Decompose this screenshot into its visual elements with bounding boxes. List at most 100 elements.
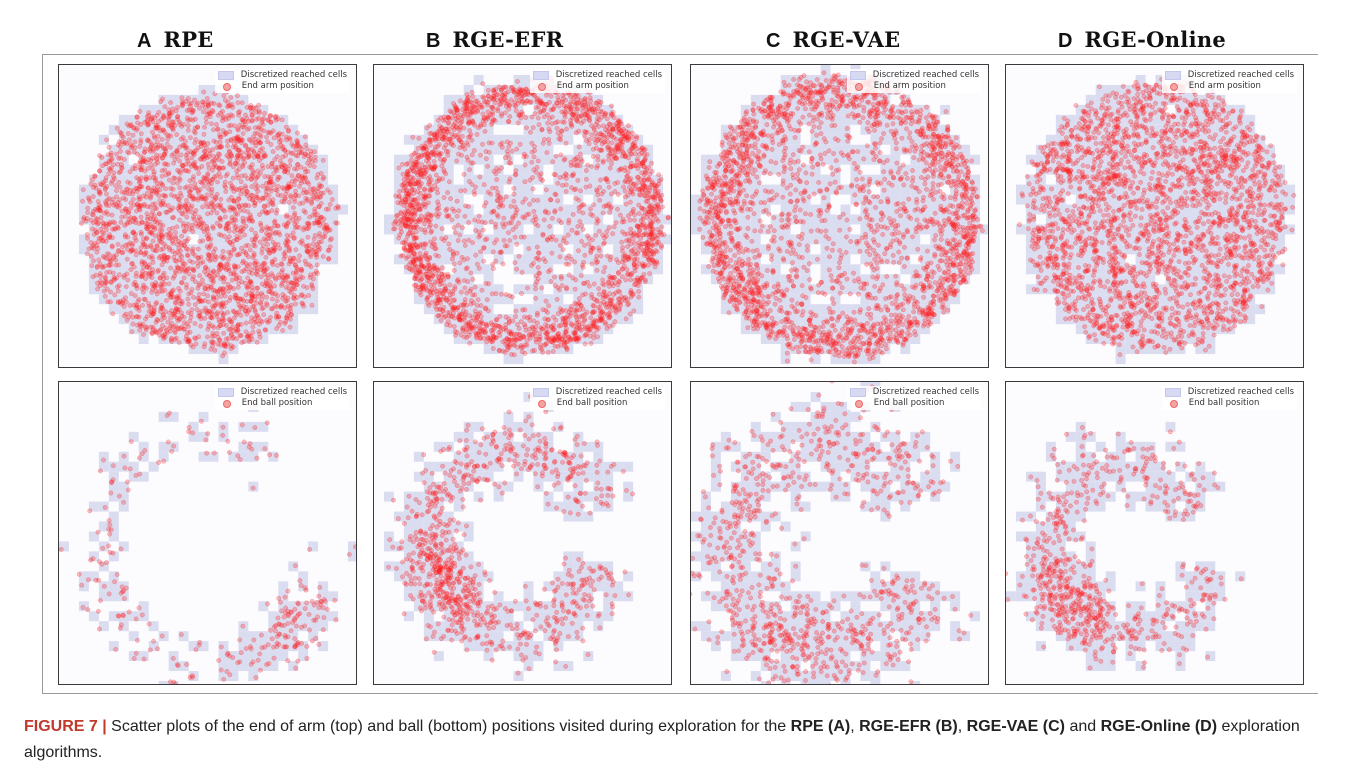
scatter-point bbox=[209, 310, 214, 316]
scatter-point bbox=[185, 252, 190, 258]
scatter-point bbox=[211, 333, 217, 339]
scatter-point bbox=[240, 131, 246, 136]
scatter-point bbox=[431, 158, 437, 164]
reached-cell bbox=[218, 104, 229, 115]
scatter-point bbox=[222, 179, 228, 185]
scatter-point bbox=[218, 217, 224, 223]
scatter-point bbox=[132, 293, 138, 299]
reached-cell bbox=[308, 164, 319, 175]
reached-cell bbox=[268, 314, 279, 325]
scatter-point bbox=[214, 145, 220, 150]
reached-cell bbox=[88, 184, 99, 195]
scatter-point bbox=[257, 198, 263, 203]
scatter-point bbox=[314, 262, 320, 268]
scatter-point bbox=[231, 205, 237, 211]
scatter-point bbox=[260, 166, 266, 171]
scatter-point bbox=[185, 236, 191, 242]
scatter-point bbox=[261, 268, 267, 274]
scatter-point bbox=[249, 108, 255, 114]
scatter-point bbox=[461, 171, 467, 177]
reached-cell bbox=[108, 144, 119, 155]
scatter-point bbox=[217, 323, 223, 329]
scatter-point bbox=[455, 222, 461, 228]
scatter-point bbox=[111, 170, 117, 176]
reached-cell bbox=[108, 234, 119, 245]
scatter-point bbox=[136, 221, 142, 227]
scatter-point bbox=[261, 154, 267, 159]
scatter-point bbox=[238, 138, 244, 143]
scatter-point bbox=[250, 255, 256, 261]
scatter-point bbox=[210, 224, 216, 230]
scatter-point bbox=[145, 185, 151, 191]
reached-cell bbox=[168, 164, 179, 175]
reached-cell bbox=[148, 314, 159, 325]
scatter-point bbox=[255, 153, 261, 159]
reached-cell bbox=[88, 224, 99, 235]
scatter-point bbox=[261, 268, 267, 274]
scatter-point bbox=[139, 323, 145, 329]
scatter-point bbox=[107, 232, 113, 238]
scatter-point bbox=[267, 179, 272, 185]
scatter-point bbox=[597, 197, 603, 203]
reached-cell bbox=[168, 224, 179, 235]
scatter-point bbox=[254, 268, 260, 274]
scatter-point bbox=[108, 180, 114, 186]
scatter-point bbox=[189, 222, 195, 228]
scatter-point bbox=[122, 273, 127, 278]
scatter-point bbox=[218, 196, 224, 202]
scatter-point bbox=[276, 314, 282, 320]
scatter-point bbox=[184, 155, 190, 161]
scatter-point bbox=[157, 236, 163, 242]
scatter-point bbox=[129, 329, 135, 335]
scatter-point bbox=[286, 244, 292, 250]
scatter-point bbox=[259, 306, 265, 312]
scatter-point bbox=[179, 301, 185, 307]
scatter-point bbox=[582, 341, 588, 347]
reached-cell bbox=[98, 284, 109, 295]
scatter-point bbox=[247, 212, 253, 218]
scatter-point bbox=[91, 184, 96, 190]
scatter-point bbox=[151, 283, 157, 289]
reached-cell bbox=[238, 234, 249, 245]
scatter-point bbox=[142, 149, 148, 155]
reached-cell bbox=[98, 254, 109, 265]
scatter-point bbox=[223, 300, 229, 306]
scatter-point bbox=[203, 201, 209, 206]
scatter-point bbox=[192, 181, 198, 187]
reached-cell bbox=[248, 294, 259, 305]
reached-cell bbox=[138, 114, 149, 125]
reached-cell bbox=[238, 194, 249, 205]
scatter-point bbox=[249, 112, 255, 118]
scatter-point bbox=[590, 245, 595, 251]
scatter-point bbox=[90, 212, 95, 218]
scatter-point bbox=[85, 210, 91, 216]
scatter-point bbox=[176, 175, 182, 181]
scatter-point bbox=[230, 175, 236, 181]
scatter-point bbox=[294, 224, 300, 230]
scatter-point bbox=[306, 293, 312, 298]
scatter-point bbox=[558, 137, 564, 143]
reached-cell bbox=[118, 314, 129, 325]
scatter-point bbox=[166, 245, 172, 251]
scatter-point bbox=[177, 185, 183, 191]
scatter-point bbox=[168, 290, 174, 296]
reached-cell bbox=[218, 244, 229, 255]
scatter-point bbox=[89, 245, 95, 250]
scatter-point bbox=[171, 324, 177, 330]
scatter-point bbox=[221, 265, 227, 271]
scatter-point bbox=[144, 244, 150, 250]
scatter-point bbox=[258, 140, 263, 146]
reached-cell bbox=[248, 324, 259, 335]
scatter-point bbox=[106, 252, 112, 258]
reached-cell bbox=[288, 224, 299, 235]
reached-cell bbox=[328, 184, 339, 195]
scatter-point bbox=[98, 208, 104, 214]
scatter-point bbox=[231, 247, 237, 253]
reached-cell bbox=[118, 154, 129, 165]
reached-cell bbox=[188, 344, 199, 355]
scatter-point bbox=[174, 258, 179, 264]
scatter-point bbox=[311, 220, 317, 226]
scatter-point bbox=[205, 326, 211, 332]
scatter-point bbox=[123, 299, 129, 305]
scatter-point bbox=[174, 193, 180, 199]
